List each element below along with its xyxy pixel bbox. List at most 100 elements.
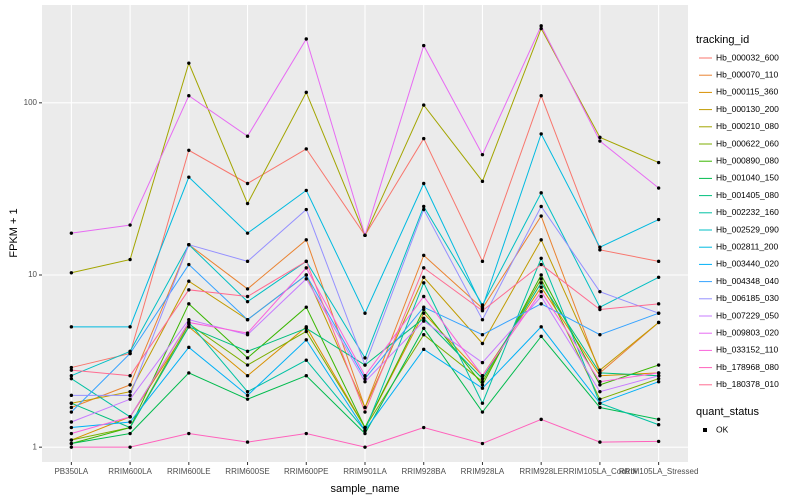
data-point — [539, 262, 543, 267]
y-tick-label: 100 — [24, 98, 38, 107]
data-point — [187, 279, 191, 283]
legend-label: Hb_001405_080 — [716, 190, 779, 200]
data-point — [69, 368, 74, 372]
data-point — [598, 380, 602, 384]
data-point — [598, 245, 602, 249]
legend-label: Hb_006185_030 — [716, 293, 779, 303]
data-point — [187, 317, 191, 322]
legend-title: quant_status — [696, 406, 759, 418]
data-point — [539, 204, 543, 209]
legend-label: Hb_000130_200 — [716, 104, 779, 114]
data-point — [245, 299, 250, 304]
data-point — [363, 410, 367, 414]
legend-label: Hb_000115_360 — [716, 87, 779, 97]
data-point — [69, 365, 74, 370]
data-point — [363, 425, 367, 430]
data-point — [480, 360, 485, 365]
data-point — [480, 332, 485, 337]
data-point — [539, 334, 543, 339]
data-point — [187, 61, 191, 65]
data-point — [304, 90, 308, 95]
data-point — [363, 374, 367, 378]
data-point — [539, 281, 543, 285]
data-point — [656, 380, 661, 384]
data-point — [245, 393, 250, 398]
legend-title: tracking_id — [696, 34, 749, 46]
x-tick-label: RRIM928LA — [461, 467, 505, 476]
data-point — [598, 374, 602, 378]
data-point — [598, 289, 602, 294]
legend-label: Hb_002232_160 — [716, 207, 779, 217]
data-point — [245, 181, 250, 186]
y-tick-label: 10 — [28, 270, 37, 279]
x-tick-label: RRIM105LA_Stressed — [619, 467, 699, 476]
data-point — [363, 380, 367, 384]
data-point — [69, 374, 74, 378]
data-point — [422, 294, 426, 299]
data-point — [422, 326, 426, 331]
data-point — [539, 417, 543, 422]
data-point — [128, 223, 132, 227]
legend-label: Hb_007229_050 — [716, 310, 779, 320]
data-point — [480, 374, 485, 378]
x-tick-label: RRIM600SE — [225, 467, 269, 476]
y-tick-label: 1 — [33, 442, 38, 451]
data-point — [422, 319, 426, 323]
data-point — [480, 401, 485, 405]
data-point — [245, 259, 250, 264]
data-point — [539, 302, 543, 306]
data-point — [480, 179, 485, 184]
data-point — [245, 363, 250, 367]
data-point — [304, 358, 308, 362]
legend-label: Hb_003440_020 — [716, 259, 779, 269]
data-point — [69, 376, 74, 381]
legend-label: Hb_009803_020 — [716, 327, 779, 337]
data-point — [245, 374, 250, 378]
legend-label: Hb_002811_200 — [716, 241, 779, 251]
x-tick-label: RRIM901LA — [343, 467, 387, 476]
data-point — [656, 371, 661, 375]
data-point — [422, 316, 426, 321]
x-tick-label: RRIM600PE — [284, 467, 328, 476]
data-point — [69, 425, 74, 430]
data-point — [480, 259, 485, 264]
data-point — [598, 401, 602, 405]
data-point — [245, 389, 250, 394]
data-point — [656, 320, 661, 325]
legend-label: Hb_004348_040 — [716, 276, 779, 286]
data-point — [422, 307, 426, 312]
legend-label: Hb_033152_110 — [716, 345, 779, 355]
data-point — [128, 397, 132, 401]
data-point — [128, 257, 132, 262]
data-point — [539, 273, 543, 277]
data-point — [656, 302, 661, 306]
data-point — [363, 363, 367, 367]
data-point — [128, 415, 132, 419]
data-point — [480, 441, 485, 446]
data-point — [598, 307, 602, 312]
data-point — [69, 420, 74, 424]
data-point — [656, 363, 661, 367]
data-point — [187, 262, 191, 267]
data-point — [480, 410, 485, 414]
data-point — [598, 440, 602, 444]
data-point — [187, 325, 191, 329]
data-point — [304, 338, 308, 342]
data-point — [187, 345, 191, 350]
data-point — [363, 445, 367, 449]
data-point — [245, 317, 250, 322]
data-point — [69, 231, 74, 235]
data-point — [480, 380, 485, 384]
data-point — [245, 356, 250, 360]
y-axis-label: FPKM + 1 — [8, 208, 20, 257]
data-point — [245, 440, 250, 444]
data-point — [539, 285, 543, 289]
data-point — [422, 347, 426, 352]
data-point — [422, 311, 426, 315]
data-point — [598, 389, 602, 394]
data-point — [656, 374, 661, 378]
data-point — [598, 383, 602, 387]
data-point — [422, 425, 426, 430]
data-point — [187, 320, 191, 325]
